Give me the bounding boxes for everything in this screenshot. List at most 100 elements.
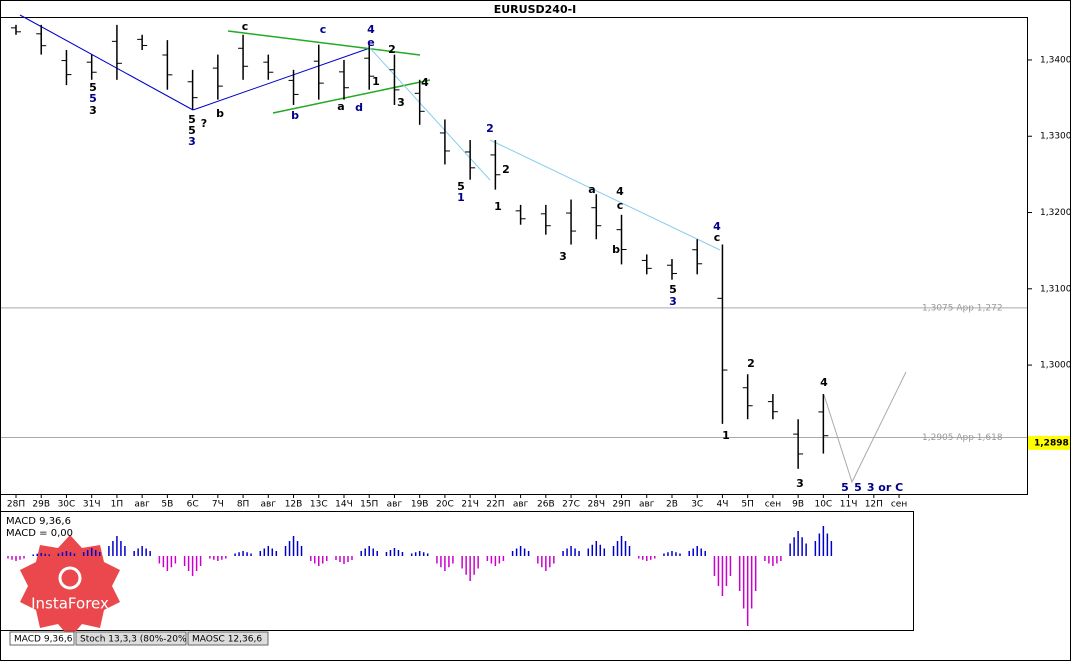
x-tick-label: 5П bbox=[741, 500, 754, 510]
wave-label: e bbox=[367, 36, 374, 49]
level-label: 1,2905 App 1,618 bbox=[922, 433, 1003, 443]
wave-label: 5 bbox=[854, 481, 862, 494]
tab[interactable] bbox=[9, 631, 75, 646]
x-tick-label: 11Ч bbox=[840, 500, 858, 510]
x-tick-label: 28П bbox=[7, 500, 25, 510]
x-tick-label: 21Ч bbox=[461, 500, 479, 510]
tab[interactable] bbox=[187, 631, 269, 646]
wave-label: b bbox=[291, 109, 299, 122]
wave-label: c bbox=[242, 20, 249, 33]
wave-label: 1 bbox=[457, 191, 465, 204]
wave-label: 2 bbox=[486, 122, 494, 135]
x-tick-label: 27С bbox=[562, 500, 580, 510]
wave-label: b bbox=[612, 243, 620, 256]
wave-label: c bbox=[320, 23, 327, 36]
x-tick-label: сен bbox=[891, 500, 907, 510]
wave-label: 1 bbox=[494, 200, 502, 213]
tab-label[interactable]: MAOSC 12,36,6 bbox=[192, 635, 262, 645]
x-tick-label: 9В bbox=[792, 500, 804, 510]
last-price-label: 1,2898 bbox=[1034, 438, 1069, 448]
last-price-box bbox=[1028, 435, 1070, 450]
price-panel bbox=[0, 17, 1028, 495]
x-tick-label: 28Ч bbox=[587, 500, 605, 510]
wave-label: a bbox=[337, 100, 344, 113]
x-tick-label: 12В bbox=[285, 500, 303, 510]
wave-label: 3 bbox=[188, 135, 196, 148]
wave-label: 4 bbox=[616, 185, 624, 198]
macd-value: MACD = 0,00 bbox=[6, 528, 73, 539]
tab-label[interactable]: MACD 9,36,6 bbox=[14, 635, 73, 645]
tab-label[interactable]: Stoch 13,3,3 (80%-20%) bbox=[80, 635, 190, 645]
x-tick-label: 6С bbox=[187, 500, 199, 510]
channel-line bbox=[227, 30, 421, 56]
x-tick-label: авг bbox=[387, 500, 403, 510]
wave-label: 1 bbox=[372, 75, 380, 88]
x-tick-label: 15П bbox=[360, 500, 378, 510]
wave-label: 2 bbox=[747, 357, 755, 370]
wave-label: 1 bbox=[722, 429, 730, 442]
x-tick-label: 13С bbox=[310, 500, 328, 510]
y-tick-label: 1,3000 bbox=[1040, 361, 1071, 371]
y-tick-label: 1,3200 bbox=[1040, 208, 1071, 218]
x-tick-label: сен bbox=[765, 500, 781, 510]
wave-line bbox=[19, 14, 194, 111]
wave-line bbox=[489, 139, 721, 251]
x-tick-label: 29В bbox=[32, 500, 50, 510]
x-tick-label: авг bbox=[261, 500, 277, 510]
wave-label: 2 bbox=[388, 43, 396, 56]
wave-label: b bbox=[216, 107, 224, 120]
x-tick-label: авг bbox=[134, 500, 150, 510]
wave-label: 3 bbox=[669, 295, 677, 308]
y-tick-label: 1,3400 bbox=[1040, 55, 1071, 65]
logo: InstaForex bbox=[20, 535, 120, 638]
wave-label: c bbox=[714, 231, 721, 244]
x-tick-label: 29П bbox=[612, 500, 630, 510]
x-tick-label: 22П bbox=[486, 500, 504, 510]
x-tick-label: 5В bbox=[161, 500, 173, 510]
wave-label: 3 bbox=[559, 250, 567, 263]
x-tick-label: 1П bbox=[111, 500, 124, 510]
forecast-line bbox=[823, 371, 907, 484]
wave-label: 5 bbox=[188, 124, 196, 137]
wave-label: 5 bbox=[89, 92, 97, 105]
x-tick-label: авг bbox=[513, 500, 529, 510]
x-tick-label: 31Ч bbox=[83, 500, 101, 510]
x-tick-label: 2В bbox=[666, 500, 678, 510]
wave-line bbox=[192, 47, 371, 111]
macd-name: MACD 9,36,6 bbox=[6, 516, 71, 527]
wave-label: 5 bbox=[457, 180, 465, 193]
chart-title: EURUSD240-I bbox=[494, 3, 577, 16]
wave-label: 4 bbox=[367, 23, 375, 36]
y-tick-label: 1,3100 bbox=[1040, 284, 1071, 294]
wave-label: ? bbox=[201, 117, 207, 130]
wave-label: 3 bbox=[89, 104, 97, 117]
wave-label: 5 bbox=[188, 113, 196, 126]
x-tick-label: 19В bbox=[411, 500, 429, 510]
logo-text: InstaForex bbox=[31, 595, 109, 613]
wave-label: d bbox=[355, 101, 363, 114]
x-tick-label: 30С bbox=[58, 500, 76, 510]
x-tick-label: 12П bbox=[865, 500, 883, 510]
x-tick-label: 3С bbox=[691, 500, 703, 510]
x-tick-label: 10С bbox=[814, 500, 832, 510]
x-tick-label: 14Ч bbox=[335, 500, 353, 510]
wave-label: 3 bbox=[796, 477, 804, 490]
x-tick-label: 20С bbox=[436, 500, 454, 510]
x-tick-label: 26В bbox=[537, 500, 555, 510]
wave-label: 4 bbox=[820, 376, 828, 389]
wave-label: 5 bbox=[89, 81, 97, 94]
wave-label: 2 bbox=[502, 163, 510, 176]
wave-label: 4 bbox=[421, 76, 429, 89]
y-tick-label: 1,3300 bbox=[1040, 132, 1071, 142]
wave-label: 5 bbox=[669, 283, 677, 296]
wave-label: a bbox=[588, 183, 595, 196]
wave-label: 3 bbox=[397, 96, 405, 109]
x-tick-label: 4Ч bbox=[716, 500, 728, 510]
x-tick-label: 7Ч bbox=[212, 500, 224, 510]
wave-label: 3 or C bbox=[867, 481, 903, 494]
x-tick-label: авг bbox=[639, 500, 655, 510]
tab[interactable] bbox=[75, 631, 187, 646]
wave-label: 4 bbox=[713, 220, 721, 233]
